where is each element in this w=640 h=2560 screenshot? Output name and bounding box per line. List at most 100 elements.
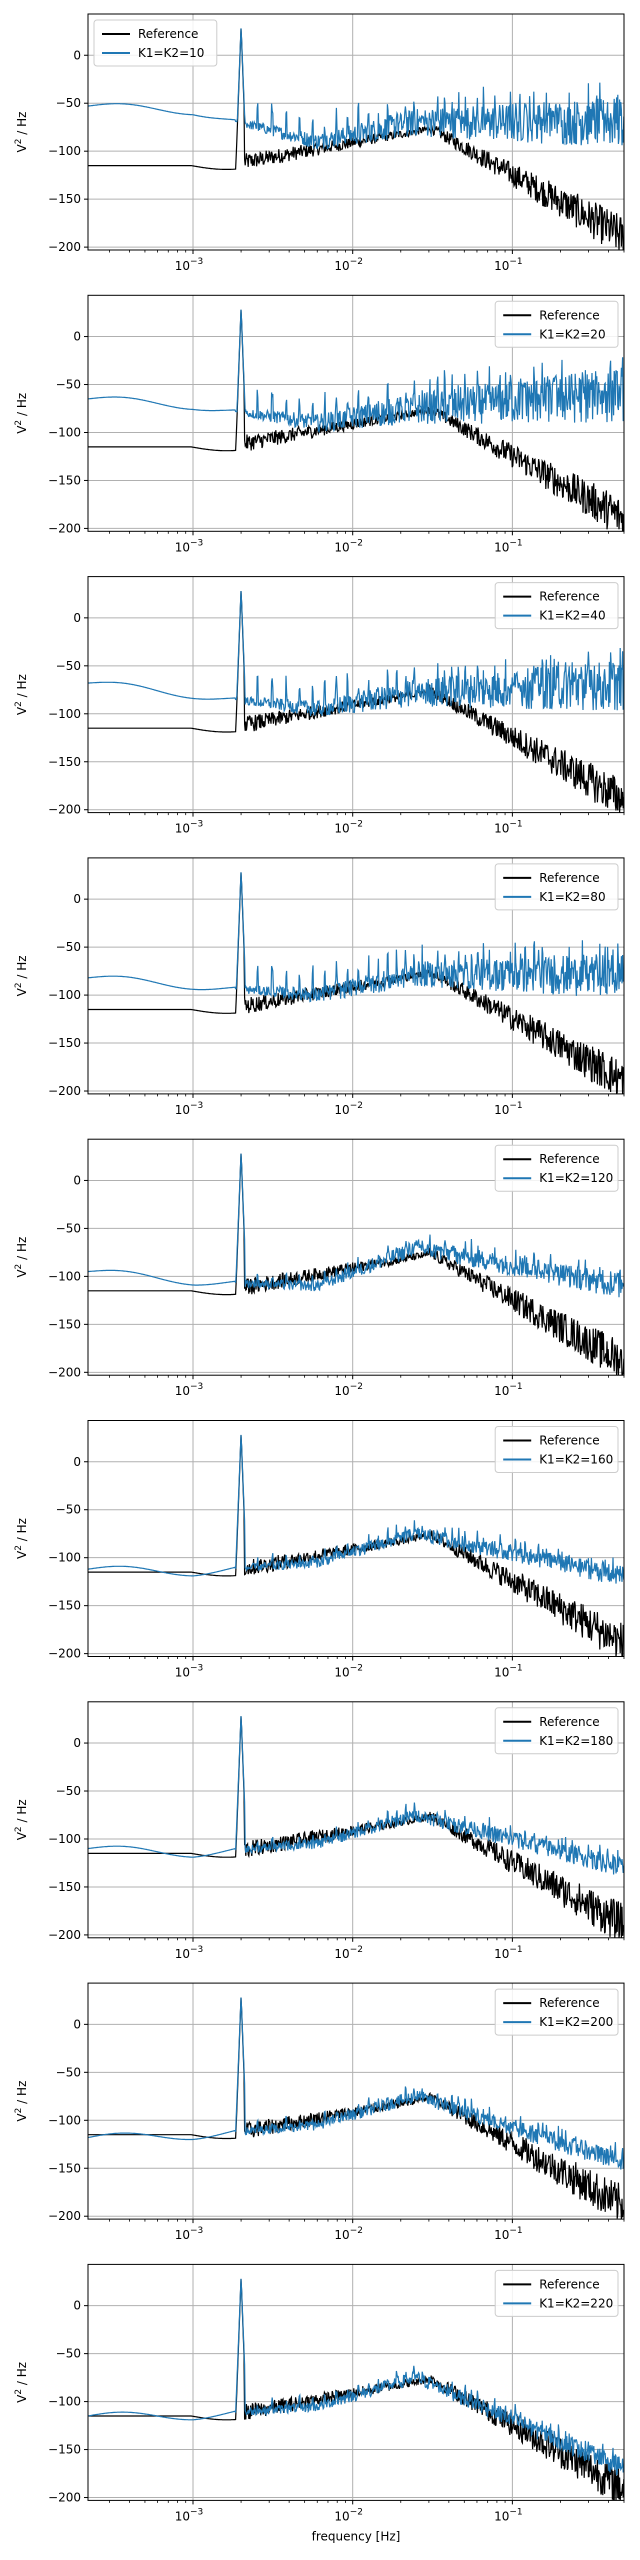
legend-label: Reference [539, 590, 599, 604]
legend: Reference K1=K2=80 [494, 863, 619, 911]
y-tick-label: −50 [56, 659, 81, 673]
legend-label: K1=K2=10 [138, 46, 204, 60]
x-tick-label: 10−1 [494, 1101, 523, 1117]
legend-label: Reference [138, 27, 198, 41]
legend: Reference K1=K2=180 [494, 1707, 619, 1755]
legend-label: K1=K2=180 [539, 1734, 613, 1748]
x-tick-label: 10−2 [334, 1101, 363, 1117]
legend-box [494, 582, 619, 630]
x-tick-label: 10−3 [175, 1945, 204, 1961]
y-tick-label: −50 [56, 1221, 81, 1235]
y-axis-label: V2 / Hz [14, 674, 29, 715]
y-tick-label: −150 [48, 2443, 81, 2457]
axes-frame [87, 1982, 625, 2220]
legend-box [494, 300, 619, 348]
y-axis-label: V2 / Hz [14, 112, 29, 153]
x-tick-label: 10−3 [175, 538, 204, 554]
legend: Reference K1=K2=160 [494, 1426, 619, 1473]
x-tick-label: 10−1 [494, 538, 523, 554]
x-tick-label: 10−3 [175, 2507, 204, 2523]
legend-box [494, 1707, 619, 1755]
y-tick-label: 0 [73, 2299, 81, 2313]
axes-frame [87, 857, 625, 1095]
panel-4: 0 −50 −100 −150 −200 10−3 10−2 10−1 V2 / Hz Refer… [14, 857, 625, 1117]
legend-label: Reference [539, 1996, 599, 2010]
y-tick-label: 0 [73, 2017, 81, 2031]
y-tick-label: −150 [48, 192, 81, 206]
series-line [88, 28, 624, 150]
x-tick-label: 10−2 [334, 2507, 363, 2523]
y-tick-label: −50 [56, 378, 81, 392]
y-tick-label: −200 [48, 803, 81, 817]
y-tick-label: −200 [48, 1084, 81, 1098]
legend-label: K1=K2=120 [539, 1171, 613, 1185]
legend-label: Reference [539, 2277, 599, 2291]
y-tick-label: −150 [48, 1036, 81, 1050]
panel-3: 0 −50 −100 −150 −200 10−3 10−2 10−1 V2 / Hz Refer… [14, 576, 625, 836]
y-axis-label: V2 / Hz [14, 393, 29, 434]
legend-label: K1=K2=160 [539, 1453, 613, 1467]
legend-label: Reference [539, 1434, 599, 1448]
y-tick-label: −100 [48, 1551, 81, 1565]
x-tick-label: 10−3 [175, 257, 204, 273]
series-line [88, 1997, 624, 2170]
y-tick-label: −200 [48, 2209, 81, 2223]
y-tick-label: −100 [48, 988, 81, 1002]
legend: Reference K1=K2=10 [93, 19, 218, 67]
reference-line [88, 2278, 624, 2501]
axes-frame [87, 576, 625, 814]
y-tick-label: −200 [48, 1928, 81, 1942]
y-tick-label: −50 [56, 96, 81, 110]
legend-box [494, 2269, 619, 2317]
legend-label: Reference [539, 1152, 599, 1166]
y-tick-label: −100 [48, 1269, 81, 1283]
y-tick-label: −150 [48, 1599, 81, 1613]
y-tick-label: 0 [73, 1173, 81, 1187]
y-tick-label: −150 [48, 473, 81, 487]
legend-box [494, 1144, 619, 1192]
y-tick-label: −100 [48, 707, 81, 721]
legend-label: Reference [539, 308, 599, 322]
y-tick-label: −50 [56, 1784, 81, 1798]
x-tick-label: 10−2 [334, 820, 363, 836]
x-tick-label: 10−3 [175, 1664, 204, 1680]
series-line [88, 590, 624, 717]
legend-label: K1=K2=200 [539, 2015, 613, 2029]
panel-8: 0 −50 −100 −150 −200 10−3 10−2 10−1 V2 / Hz Refer… [14, 1982, 625, 2242]
y-tick-label: −200 [48, 1365, 81, 1379]
legend: Reference K1=K2=40 [494, 582, 619, 630]
y-tick-label: −100 [48, 2113, 81, 2127]
legend-box [494, 1426, 619, 1473]
legend-label: K1=K2=80 [539, 890, 605, 904]
x-axis-label: frequency [Hz] [312, 2529, 401, 2543]
legend-box [93, 19, 218, 67]
y-axis-label: V2 / Hz [14, 955, 29, 996]
x-tick-label: 10−1 [494, 2507, 523, 2523]
x-tick-label: 10−2 [334, 538, 363, 554]
axes-frame [87, 1420, 625, 1657]
y-tick-label: −50 [56, 2065, 81, 2079]
axes-frame [87, 2263, 625, 2501]
legend: Reference K1=K2=220 [494, 2269, 619, 2317]
x-tick-label: 10−1 [494, 257, 523, 273]
series-line [88, 1716, 624, 1875]
panel-7: 0 −50 −100 −150 −200 10−3 10−2 10−1 V2 / Hz Refer… [14, 1701, 625, 1961]
legend-label: K1=K2=220 [539, 2296, 613, 2310]
legend: Reference K1=K2=120 [494, 1144, 619, 1192]
panel-9: 0 −50 −100 −150 −200 10−3 10−2 10−1 V2 / Hz Refer… [14, 2263, 625, 2523]
series-line [88, 309, 624, 434]
y-tick-label: 0 [73, 892, 81, 906]
y-tick-label: −100 [48, 144, 81, 158]
legend: Reference K1=K2=20 [494, 300, 619, 348]
y-tick-label: −150 [48, 755, 81, 769]
panel-5: 0 −50 −100 −150 −200 10−3 10−2 10−1 V2 / Hz Refer… [14, 1138, 625, 1398]
y-axis-label: V2 / Hz [14, 2362, 29, 2403]
legend-label: Reference [539, 871, 599, 885]
y-tick-label: −50 [56, 940, 81, 954]
x-tick-label: 10−2 [334, 1945, 363, 1961]
x-tick-label: 10−1 [494, 1664, 523, 1680]
series-line [88, 1153, 624, 1298]
y-tick-label: −100 [48, 2395, 81, 2409]
x-tick-label: 10−2 [334, 2226, 363, 2242]
legend: Reference K1=K2=200 [494, 1988, 619, 2036]
